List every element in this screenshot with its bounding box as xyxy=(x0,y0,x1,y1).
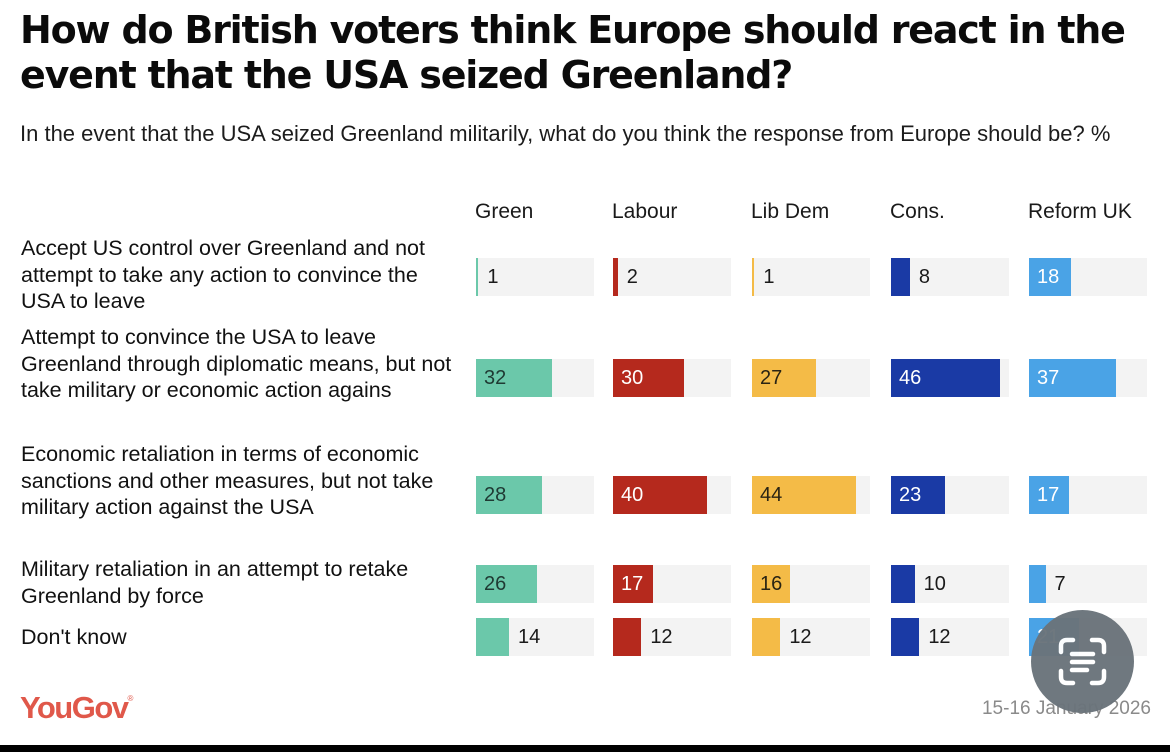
data-label: 12 xyxy=(650,626,673,648)
brand-name: YouGov xyxy=(20,690,129,725)
bar-track: 17 xyxy=(1029,476,1147,514)
column-header-lib-dem: Lib Dem xyxy=(751,200,830,223)
bar xyxy=(613,359,684,397)
bar xyxy=(752,359,816,397)
column-header-green: Green xyxy=(475,200,534,223)
bar-track: 17 xyxy=(613,565,731,603)
live-text-scan-icon xyxy=(1058,637,1107,686)
bar xyxy=(891,618,920,656)
data-label: 17 xyxy=(1037,484,1060,506)
bar xyxy=(476,618,510,656)
row-label: Don't know xyxy=(21,625,127,649)
yougov-logo: YouGov® xyxy=(20,690,133,726)
bar-track: 28 xyxy=(476,476,594,514)
data-label: 40 xyxy=(621,484,644,506)
bar xyxy=(891,476,946,514)
bar xyxy=(891,359,1000,397)
chart-title: How do British voters think Europe shoul… xyxy=(20,8,1126,97)
data-label: 12 xyxy=(928,626,951,648)
bar-track: 2 xyxy=(613,258,731,296)
data-label: 16 xyxy=(760,573,783,595)
bar xyxy=(1029,565,1046,603)
data-label: 12 xyxy=(789,626,812,648)
live-text-scan-button[interactable] xyxy=(1031,610,1134,713)
data-label: 8 xyxy=(918,266,930,288)
bar xyxy=(476,476,543,514)
data-label: 46 xyxy=(899,367,922,389)
data-label: 2 xyxy=(626,266,638,288)
bar xyxy=(476,258,479,296)
data-label: 30 xyxy=(621,367,644,389)
data-label: 26 xyxy=(484,573,507,595)
data-label: 1 xyxy=(487,266,499,288)
bar-track: 10 xyxy=(891,565,1009,603)
data-label: 18 xyxy=(1037,266,1060,288)
bar xyxy=(752,476,856,514)
bar-track: 30 xyxy=(613,359,731,397)
data-label: 10 xyxy=(923,573,946,595)
data-label: 23 xyxy=(899,484,922,506)
row-label: Accept US control over Greenland and not… xyxy=(21,236,425,313)
row-label: Military retaliation in an attempt to re… xyxy=(21,557,409,608)
bar-track: 40 xyxy=(613,476,731,514)
bar-track: 7 xyxy=(1029,565,1147,603)
bar xyxy=(752,258,755,296)
data-label: 14 xyxy=(518,626,541,648)
bar-track: 16 xyxy=(752,565,870,603)
bar xyxy=(1029,359,1117,397)
data-label: 7 xyxy=(1054,573,1066,595)
bar-track: 27 xyxy=(752,359,870,397)
bar-track: 23 xyxy=(891,476,1009,514)
column-header-reform-uk: Reform UK xyxy=(1028,200,1132,223)
column-header-labour: Labour xyxy=(612,200,678,223)
bar-track: 32 xyxy=(476,359,594,397)
bar xyxy=(1029,476,1070,514)
registered-mark: ® xyxy=(127,694,134,703)
data-label: 44 xyxy=(760,484,783,506)
bar-track: 14 xyxy=(476,618,594,656)
bar xyxy=(613,618,642,656)
data-label: 32 xyxy=(484,367,507,389)
bar xyxy=(891,565,915,603)
bar-track: 44 xyxy=(752,476,870,514)
bar xyxy=(476,359,552,397)
bar-track: 12 xyxy=(613,618,731,656)
bar-track: 12 xyxy=(891,618,1009,656)
bar-track: 1 xyxy=(752,258,870,296)
bar-track: 18 xyxy=(1029,258,1147,296)
row-label: Attempt to convince the USA to leave Gre… xyxy=(21,325,452,402)
bar xyxy=(613,258,618,296)
column-header-cons: Cons. xyxy=(890,200,945,223)
data-label: 17 xyxy=(621,573,644,595)
bar xyxy=(891,258,910,296)
row-label: Economic retaliation in terms of economi… xyxy=(21,442,434,519)
data-label: 27 xyxy=(760,367,783,389)
bar xyxy=(476,565,538,603)
bar xyxy=(752,618,781,656)
bar-track: 26 xyxy=(476,565,594,603)
chart-subtitle: In the event that the USA seized Greenla… xyxy=(20,121,1111,146)
bar xyxy=(613,565,654,603)
bar-track: 46 xyxy=(891,359,1009,397)
data-label: 28 xyxy=(484,484,507,506)
bar-track: 1 xyxy=(476,258,594,296)
bottom-edge xyxy=(0,745,1170,752)
data-label: 1 xyxy=(763,266,775,288)
bar-track: 37 xyxy=(1029,359,1147,397)
bar xyxy=(1029,258,1072,296)
bar xyxy=(752,565,790,603)
bar-track: 8 xyxy=(891,258,1009,296)
bar-track: 12 xyxy=(752,618,870,656)
bar xyxy=(613,476,708,514)
data-label: 37 xyxy=(1037,367,1060,389)
